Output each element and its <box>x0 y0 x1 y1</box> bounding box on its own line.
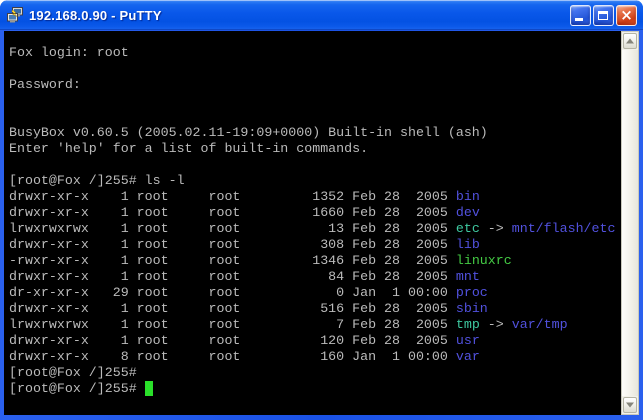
terminal-line <box>9 61 621 77</box>
putty-terminals-icon[interactable] <box>6 6 24 24</box>
terminal-line <box>9 93 621 109</box>
terminal-text-segment: usr <box>455 333 480 348</box>
terminal-text-segment: linuxrc <box>455 253 512 268</box>
minimize-icon <box>575 17 583 21</box>
terminal-text-segment: Enter 'help' for a list of built-in comm… <box>9 141 369 156</box>
terminal-line: drwxr-xr-x 1 root root 308 Feb 28 2005 l… <box>9 237 621 253</box>
terminal-text-segment: var/tmp <box>511 317 568 332</box>
scroll-up-button[interactable] <box>623 33 637 49</box>
terminal-line: drwxr-xr-x 1 root root 1660 Feb 28 2005 … <box>9 205 621 221</box>
terminal-text-segment: lib <box>455 237 480 252</box>
terminal-text-segment: drwxr-xr-x 1 root root 1660 Feb 28 2005 <box>9 205 456 220</box>
close-icon: × <box>620 5 633 24</box>
terminal-text-segment: drwxr-xr-x 1 root root 1352 Feb 28 2005 <box>9 189 456 204</box>
scrollbar[interactable] <box>621 31 639 415</box>
terminal-line: drwxr-xr-x 1 root root 1352 Feb 28 2005 … <box>9 189 621 205</box>
window-controls: × <box>570 4 637 26</box>
terminal-line: drwxr-xr-x 1 root root 516 Feb 28 2005 s… <box>9 301 621 317</box>
terminal-text-segment: mnt <box>455 269 480 284</box>
scroll-down-button[interactable] <box>623 397 637 413</box>
terminal-text-segment: drwxr-xr-x 8 root root 160 Jan 1 00:00 <box>9 349 456 364</box>
terminal-text-segment: [root@Fox /]255# ls -l <box>9 173 185 188</box>
terminal-text-segment: -rwxr-xr-x 1 root root 1346 Feb 28 2005 <box>9 253 456 268</box>
scrollbar-thumb[interactable] <box>622 50 638 396</box>
terminal-text-segment: drwxr-xr-x 1 root root 84 Feb 28 2005 <box>9 269 456 284</box>
terminal-line: -rwxr-xr-x 1 root root 1346 Feb 28 2005 … <box>9 253 621 269</box>
terminal-text-segment: bin <box>455 189 480 204</box>
terminal-text-segment: tmp <box>455 317 480 332</box>
terminal-text-segment: lrwxrwxrwx 1 root root 7 Feb 28 2005 <box>9 317 456 332</box>
title-bar[interactable]: 192.168.0.90 - PuTTY × <box>0 0 643 30</box>
terminal-text-segment: dev <box>455 205 480 220</box>
terminal-line: Enter 'help' for a list of built-in comm… <box>9 141 621 157</box>
chevron-down-icon <box>626 402 634 408</box>
terminal-text-segment: var <box>455 349 480 364</box>
terminal-text-segment: Fox login: root <box>9 45 129 60</box>
terminal-line: Fox login: root <box>9 45 621 61</box>
terminal-text-segment: proc <box>455 285 488 300</box>
minimize-button[interactable] <box>570 4 591 26</box>
terminal-line: dr-xr-xr-x 29 root root 0 Jan 1 00:00 pr… <box>9 285 621 301</box>
terminal-line <box>9 109 621 125</box>
maximize-icon <box>598 10 608 20</box>
terminal-text-segment: BusyBox v0.60.5 (2005.02.11-19:09+0000) … <box>9 125 488 140</box>
terminal-cursor <box>144 381 153 396</box>
terminal-text-segment: sbin <box>455 301 488 316</box>
terminal-line: drwxr-xr-x 8 root root 160 Jan 1 00:00 v… <box>9 349 621 365</box>
terminal-line: [root@Fox /]255# ls -l <box>9 173 621 189</box>
terminal-line: drwxr-xr-x 1 root root 120 Feb 28 2005 u… <box>9 333 621 349</box>
terminal-line: drwxr-xr-x 1 root root 84 Feb 28 2005 mn… <box>9 269 621 285</box>
terminal-text-segment: etc <box>455 221 480 236</box>
terminal-text-segment: mnt/flash/etc <box>511 221 616 236</box>
terminal-text-segment: drwxr-xr-x 1 root root 516 Feb 28 2005 <box>9 301 456 316</box>
terminal-text-segment: drwxr-xr-x 1 root root 120 Feb 28 2005 <box>9 333 456 348</box>
close-button[interactable]: × <box>616 4 637 26</box>
terminal-text-segment: [root@Fox /]255# <box>9 381 145 396</box>
window-title: 192.168.0.90 - PuTTY <box>29 7 162 23</box>
terminal-text-segment: -> <box>479 317 512 332</box>
terminal-text-segment: [root@Fox /]255# <box>9 365 137 380</box>
terminal-line: lrwxrwxrwx 1 root root 7 Feb 28 2005 tmp… <box>9 317 621 333</box>
maximize-button[interactable] <box>593 4 614 26</box>
terminal-text-segment: dr-xr-xr-x 29 root root 0 Jan 1 00:00 <box>9 285 456 300</box>
terminal-line: [root@Fox /]255# <box>9 365 621 381</box>
terminal-line: BusyBox v0.60.5 (2005.02.11-19:09+0000) … <box>9 125 621 141</box>
terminal-text-segment: -> <box>479 221 512 236</box>
terminal-line: lrwxrwxrwx 1 root root 13 Feb 28 2005 et… <box>9 221 621 237</box>
terminal-text-segment: Password: <box>9 77 81 92</box>
terminal-line: Password: <box>9 77 621 93</box>
terminal-line <box>9 157 621 173</box>
chevron-up-icon <box>626 38 634 44</box>
window-body: Fox login: root Password: BusyBox v0.60.5 … <box>0 30 643 420</box>
terminal-text-segment: drwxr-xr-x 1 root root 308 Feb 28 2005 <box>9 237 456 252</box>
terminal-screen[interactable]: Fox login: root Password: BusyBox v0.60.5 … <box>4 31 621 415</box>
terminal-line: [root@Fox /]255# <box>9 381 621 397</box>
terminal-text-segment: lrwxrwxrwx 1 root root 13 Feb 28 2005 <box>9 221 456 236</box>
